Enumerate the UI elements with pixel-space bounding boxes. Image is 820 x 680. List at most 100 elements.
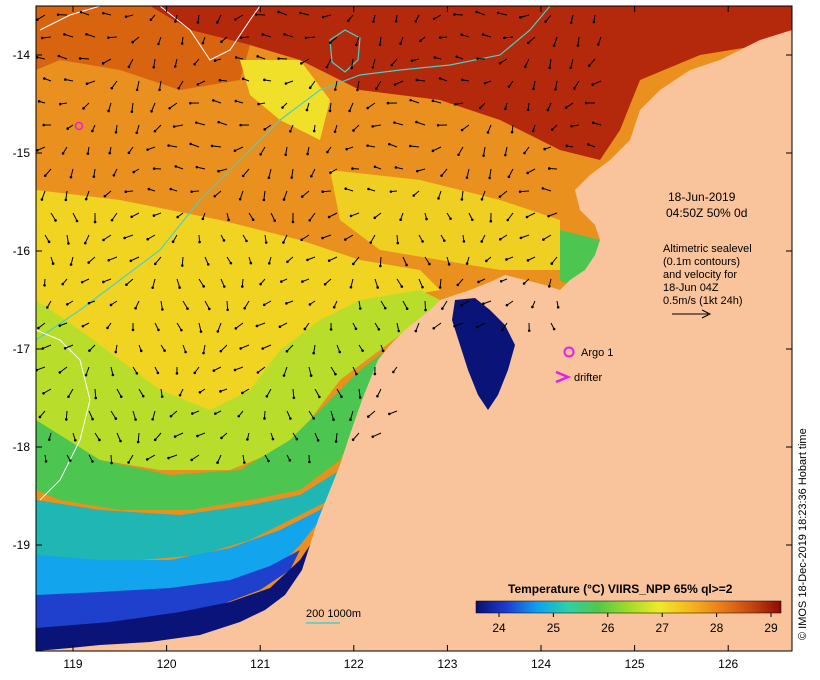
sst-orange-north [36,6,250,90]
velocity-arrow-head [58,371,62,374]
velocity-arrow-head [409,144,412,148]
velocity-arrow-head [399,42,402,45]
velocity-arrow-head [251,218,255,221]
velocity-arrow [283,190,288,200]
velocity-arrow [160,300,163,310]
velocity-arrow-head [110,218,114,222]
velocity-arrow [374,278,379,288]
velocity-arrow [394,122,404,126]
velocity-arrow [130,256,140,262]
velocity-arrow-head [175,372,179,375]
velocity-arrow-head [396,241,400,245]
velocity-arrow-head [283,33,286,36]
velocity-arrow-head [570,124,573,128]
velocity-arrow [154,256,162,265]
velocity-arrow [214,190,222,197]
velocity-arrow-head [440,174,443,177]
drifter-marker [555,370,572,384]
velocity-arrow [262,33,272,38]
velocity-arrow [94,432,100,441]
velocity-arrow-head [180,264,184,267]
velocity-arrow [454,322,464,327]
velocity-arrow-head [415,78,419,82]
velocity-arrow-head [432,17,436,21]
sst-yellow-east [330,170,560,270]
velocity-arrow-head [285,349,289,353]
velocity-arrow-head [67,242,70,245]
velocity-arrow-head [349,214,353,218]
velocity-arrow-head [305,108,309,112]
velocity-arrow-head [454,103,457,106]
velocity-arrow-head [348,109,351,113]
velocity-arrow-head [47,240,51,244]
velocity-arrow-head [87,301,91,305]
velocity-arrow-head [241,174,245,178]
velocity-arrow-head [367,187,370,191]
velocity-arrow [477,322,486,328]
velocity-arrow [461,190,464,200]
velocity-arrow-head [234,18,237,21]
velocity-arrow-head [44,460,48,463]
velocity-arrow-head [591,121,595,125]
velocity-arrow-head [392,370,395,374]
velocity-arrow [239,190,244,200]
velocity-arrow-head [371,125,375,128]
plot-frame [35,5,793,652]
velocity-arrow-head [180,42,184,45]
velocity-arrow-head [229,261,233,265]
velocity-arrow-head [526,259,530,262]
velocity-arrow-head [189,101,192,105]
velocity-arrow [499,190,508,198]
velocity-arrow [260,146,266,155]
velocity-arrow [242,168,250,177]
velocity-arrow [131,212,140,218]
velocity-arrow [103,12,112,16]
velocity-arrow-head [135,88,139,92]
velocity-arrow [170,410,178,417]
isobath-label: 200 1000m [306,608,361,620]
velocity-arrow [42,36,52,39]
velocity-arrow [256,322,266,327]
velocity-arrow-head [548,66,552,70]
velocity-arrow-head [394,19,398,23]
velocity-arrow-head [243,461,246,464]
velocity-arrow-head [356,88,359,92]
velocity-arrow-head [455,55,459,59]
velocity-arrow-head [390,63,394,67]
velocity-arrow [350,410,354,420]
velocity-arrow [410,99,420,104]
velocity-arrow-head [239,347,243,350]
velocity-arrow [532,80,536,89]
velocity-arrow-head [388,412,391,416]
velocity-arrow-head [547,167,551,170]
argo-marker [563,346,575,358]
velocity-arrow [301,58,310,64]
velocity-arrow [520,14,530,18]
velocity-arrow-head [453,324,456,328]
velocity-arrow-head [375,87,378,90]
velocity-arrow [300,12,310,16]
velocity-arrow [335,432,338,442]
velocity-arrow [524,58,530,67]
velocity-arrow-head [169,414,173,418]
velocity-arrow-head [286,260,289,264]
velocity-arrow-head [218,78,222,82]
velocity-arrow-head [346,19,350,23]
velocity-arrow [367,410,376,417]
velocity-arrow-head [158,88,161,92]
velocity-scale-arrowhead [701,309,712,319]
velocity-arrow-head [359,307,362,310]
velocity-arrow [355,36,360,46]
velocity-arrow [329,36,338,44]
velocity-arrow [85,366,90,376]
velocity-arrow-head [556,305,560,309]
velocity-arrow [234,146,244,152]
velocity-arrow-head [47,438,51,441]
velocity-arrow-head [371,435,375,438]
velocity-arrow-head [202,285,205,288]
velocity-arrow-head [436,123,440,127]
velocity-arrow-head [546,108,550,112]
velocity-arrow-head [189,142,192,146]
velocity-arrow [551,256,558,264]
land-bay-cut [452,298,515,410]
